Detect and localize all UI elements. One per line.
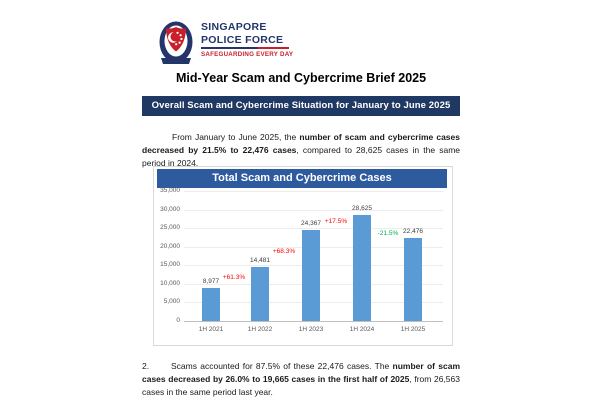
gridline bbox=[184, 209, 443, 211]
paragraph-number: 2. bbox=[142, 360, 150, 371]
text-run-bold: number of scam and cybercrime cases decr… bbox=[142, 131, 460, 155]
text-run: , from 26,563 cases in the same period l… bbox=[142, 373, 460, 397]
logo-line-police-force: POLICE FORCE bbox=[201, 33, 284, 46]
bar-value-label: 14,481 bbox=[250, 257, 270, 265]
chart-plot-area: 0 5,000 10,000 15,000 20,000 25,000 30,000 35,0… bbox=[154, 187, 452, 344]
bar bbox=[202, 287, 220, 321]
paragraph-intro: From January to June 2025, the number of… bbox=[142, 131, 460, 170]
gridline bbox=[184, 228, 443, 230]
paragraph-scam-cases: 2. Scams accounted for 87.5% of these 22,… bbox=[142, 360, 460, 399]
text-run: , compared to 28,625 cases in the same p… bbox=[142, 144, 461, 168]
logo-tagline: SAFEGUARDING EVERY DAY bbox=[201, 51, 294, 58]
y-tick-label: 25,000 bbox=[160, 224, 180, 232]
gridline bbox=[184, 191, 443, 192]
y-tick-label: 35,000 bbox=[160, 187, 180, 194]
y-tick-label: 5,000 bbox=[163, 298, 180, 306]
y-tick-label: 30,000 bbox=[160, 205, 180, 213]
x-category-label: 1H 2025 bbox=[400, 326, 426, 333]
pct-change-label: +68.3% bbox=[272, 248, 296, 255]
text-run: Scams accounted for 87.5% of these 22,47… bbox=[171, 360, 393, 371]
bar bbox=[353, 214, 371, 321]
text-run-bold: number of scam cases decreased by 26.0% … bbox=[142, 360, 461, 384]
x-category-label: 1H 2022 bbox=[247, 326, 273, 333]
logo-divider-rule bbox=[201, 47, 289, 49]
x-axis-line bbox=[184, 321, 443, 322]
x-category-label: 1H 2021 bbox=[198, 326, 224, 333]
logo-line-singapore: SINGAPORE bbox=[201, 21, 267, 33]
bar bbox=[302, 230, 320, 321]
x-category-label: 1H 2023 bbox=[298, 326, 324, 333]
bar bbox=[251, 267, 269, 321]
spf-wordmark: SINGAPORE POLICE FORCE SAFEGUARDING EVER… bbox=[201, 21, 293, 58]
y-tick-label: 15,000 bbox=[160, 261, 180, 269]
bar-value-label: 24,367 bbox=[301, 220, 321, 228]
pct-change-label: +17.5% bbox=[324, 218, 348, 225]
page-title: Mid-Year Scam and Cybercrime Brief 2025 bbox=[175, 71, 427, 85]
y-tick-label: 0 bbox=[176, 317, 180, 324]
chart-title: Total Scam and Cybercrime Cases bbox=[157, 169, 447, 188]
bar bbox=[404, 237, 422, 321]
pct-change-label: +61.3% bbox=[222, 274, 246, 281]
section-banner: Overall Scam and Cybercrime Situation fo… bbox=[142, 96, 460, 116]
pct-change-label: -21.5% bbox=[377, 230, 399, 237]
x-category-label: 1H 2024 bbox=[349, 326, 375, 333]
spf-crest-icon bbox=[159, 21, 193, 64]
bar-value-label: 28,625 bbox=[352, 204, 372, 212]
text-run: From January to June 2025, the bbox=[172, 131, 300, 142]
y-tick-label: 10,000 bbox=[160, 279, 180, 287]
y-tick-label: 20,000 bbox=[160, 242, 180, 250]
bar-value-label: 22,476 bbox=[403, 227, 423, 235]
bar-value-label: 8,977 bbox=[202, 277, 220, 285]
total-cases-chart: Total Scam and Cybercrime Cases 0 5,000 10… bbox=[153, 166, 453, 346]
